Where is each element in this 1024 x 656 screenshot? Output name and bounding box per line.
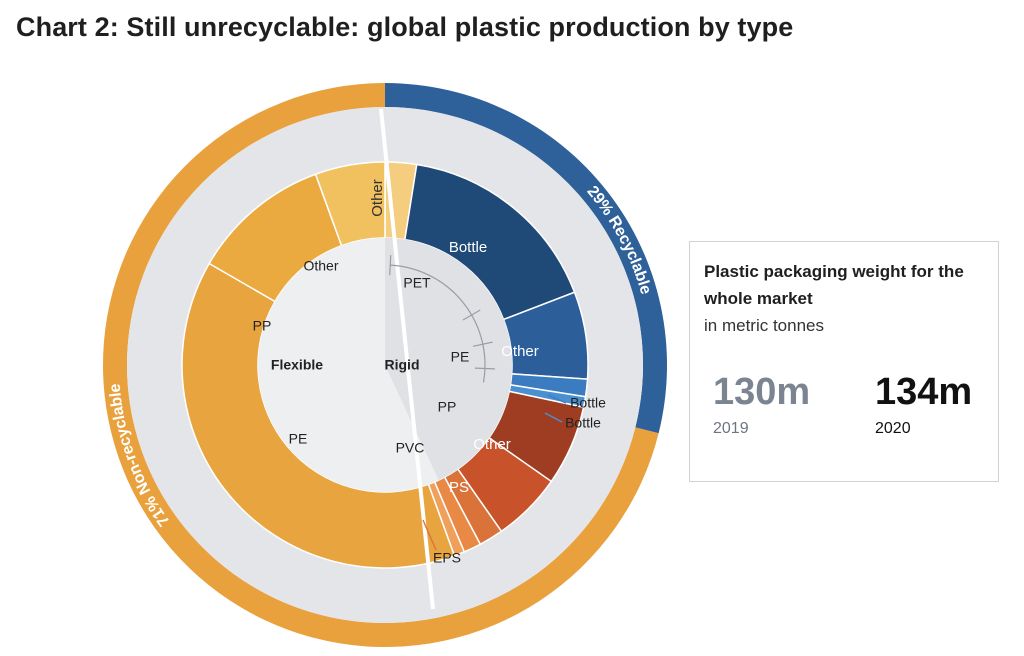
info-subheading: in metric tonnes bbox=[704, 316, 824, 335]
value-block-2020: 134m 2020 bbox=[875, 372, 972, 438]
seg-label-ps: PS bbox=[449, 479, 469, 496]
seg-label-rigid-other: Other bbox=[473, 436, 511, 453]
callout-line-pe-bottle bbox=[547, 394, 567, 404]
value-2020: 134m bbox=[875, 371, 973, 413]
inner-rigid bbox=[385, 238, 512, 481]
seg-label-pe-other: Other bbox=[501, 343, 539, 360]
label-rigid-pp: PP bbox=[438, 399, 457, 415]
label-flexible-pe: PE bbox=[289, 431, 308, 447]
year-2020: 2020 bbox=[875, 420, 911, 437]
label-flexible-pp: PP bbox=[253, 318, 272, 334]
info-heading: Plastic packaging weight for the whole m… bbox=[704, 262, 964, 308]
label-flexible-other: Other bbox=[303, 258, 338, 274]
seg-label-pet-other: Other bbox=[369, 179, 386, 217]
callout-line-eps bbox=[422, 519, 437, 551]
label-pet: PET bbox=[403, 275, 431, 291]
label-pvc: PVC bbox=[396, 440, 425, 456]
seg-label-pet-bottle: Bottle bbox=[449, 239, 487, 256]
bracket-tick bbox=[462, 309, 481, 321]
bracket-tick bbox=[472, 341, 493, 347]
value-2019: 130m bbox=[713, 371, 811, 413]
rigid-flexible-divider bbox=[379, 108, 435, 610]
callout-line-pp-bottle bbox=[544, 412, 563, 423]
label-flexible: Flexible bbox=[271, 357, 323, 373]
info-box: Plastic packaging weight for the whole m… bbox=[689, 241, 999, 482]
year-2019: 2019 bbox=[713, 420, 749, 437]
rigid-bracket-arc bbox=[390, 264, 486, 383]
bracket-tick bbox=[389, 255, 392, 276]
value-block-2019: 130m 2019 bbox=[713, 372, 810, 438]
seg-label-pe-bottle: Bottle bbox=[570, 395, 606, 411]
label-rigid: Rigid bbox=[385, 357, 420, 373]
chart-title: Chart 2: Still unrecyclable: global plas… bbox=[16, 12, 794, 42]
bracket-tick bbox=[474, 367, 495, 370]
seg-label-pp-bottle: Bottle bbox=[565, 415, 601, 431]
label-rigid-pe: PE bbox=[451, 349, 470, 365]
label-eps: EPS bbox=[433, 550, 461, 566]
